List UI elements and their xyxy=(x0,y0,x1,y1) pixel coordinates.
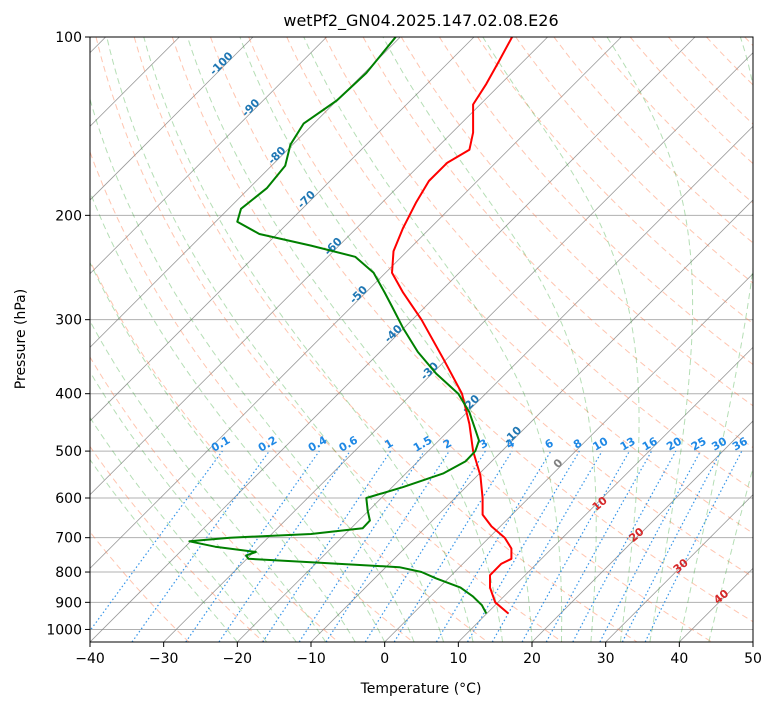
mixing-ratio-line xyxy=(218,450,351,642)
isotherm-line xyxy=(90,37,475,422)
isotherm-line xyxy=(752,641,753,642)
y-tick-label: 600 xyxy=(55,491,82,507)
dry-adiabat-line xyxy=(90,150,488,642)
mixing-ratio-line xyxy=(521,450,631,642)
mixing-ratio-line xyxy=(90,450,223,632)
dry-adiabat-line xyxy=(210,37,753,623)
y-axis-ticks: 100 200 300 400 500 600 700 800 900 1000 xyxy=(46,30,90,638)
dry-adiabat-line xyxy=(553,37,753,244)
x-tick-label: −20 xyxy=(223,651,253,667)
dewpoint-profile xyxy=(188,37,488,614)
moist-adiabat-line xyxy=(187,37,503,642)
isotherm-line xyxy=(90,37,254,201)
y-tick-label: 700 xyxy=(55,531,82,547)
dry-adiabat-line xyxy=(90,356,339,642)
y-tick-label: 100 xyxy=(55,30,82,46)
moist-adiabat-line xyxy=(382,37,597,642)
chart-title: wetPf2_GN04.2025.147.02.08.E26 xyxy=(283,11,558,31)
x-tick-label: −30 xyxy=(149,651,179,667)
moist-adiabat-line xyxy=(143,37,474,642)
x-tick-label: 10 xyxy=(449,651,467,667)
y-tick-label: 900 xyxy=(55,595,82,611)
mixing-ratio-line xyxy=(644,450,743,642)
x-tick-label: 40 xyxy=(670,651,688,667)
isotherm-line xyxy=(237,125,753,642)
x-axis-ticks: −40 −30 −20 −10 0 10 20 30 40 50 xyxy=(75,642,762,667)
y-tick-label: 500 xyxy=(55,444,82,460)
y-tick-label: 1000 xyxy=(46,622,82,638)
dry-adiabat-line xyxy=(438,37,753,366)
moist-adiabat-line xyxy=(606,37,694,642)
dry-adiabat-line xyxy=(90,531,190,642)
reference-lines xyxy=(90,37,753,642)
plot-frame xyxy=(89,36,754,643)
moist-adiabat-line xyxy=(90,458,238,642)
x-tick-label: −10 xyxy=(296,651,326,667)
moist-adiabat-line xyxy=(90,190,386,642)
mixing-ratio-line xyxy=(185,450,320,642)
isotherm-line xyxy=(90,37,327,275)
x-tick-label: 0 xyxy=(380,651,389,667)
mixing-ratio-line xyxy=(393,450,513,642)
mixing-ratio-line xyxy=(262,450,392,642)
moist-adiabat-line xyxy=(90,370,297,642)
y-tick-label: 300 xyxy=(55,313,82,329)
dry-adiabat-line xyxy=(400,37,753,407)
moist-adiabat-line xyxy=(239,37,533,642)
dry-adiabat-line xyxy=(286,37,753,534)
x-tick-label: −40 xyxy=(75,651,105,667)
isotherm-line xyxy=(90,37,548,496)
profiles xyxy=(188,37,513,615)
y-tick-label: 800 xyxy=(55,565,82,581)
dry-adiabat-line xyxy=(591,37,753,204)
x-tick-label: 30 xyxy=(597,651,615,667)
moist-adiabat-line xyxy=(678,37,753,642)
isotherm-line xyxy=(90,37,622,569)
moist-adiabat-line xyxy=(90,416,268,642)
mixing-ratio-line xyxy=(325,450,450,642)
isotherm-line xyxy=(384,273,753,642)
isotherm-line xyxy=(458,346,753,642)
isotherm-line xyxy=(163,52,753,642)
isotherm-line xyxy=(531,420,753,642)
y-tick-label: 400 xyxy=(55,387,82,403)
dry-adiabat-line xyxy=(248,37,753,578)
moist-adiabat-line xyxy=(90,261,356,642)
x-tick-label: 50 xyxy=(744,651,762,667)
mixing-ratio-line xyxy=(572,450,677,642)
y-axis-label: Pressure (hPa) xyxy=(13,289,29,389)
moist-adiabat-line xyxy=(106,37,445,642)
mixing-ratio-line xyxy=(545,450,653,642)
plot-background xyxy=(90,37,753,642)
x-axis-label: Temperature (°C) xyxy=(360,681,482,697)
dry-adiabat-line xyxy=(133,37,638,642)
moist-adiabat-line xyxy=(90,97,415,642)
y-tick-label: 200 xyxy=(55,208,82,224)
dry-adiabat-line xyxy=(90,445,264,642)
moist-adiabat-line xyxy=(90,320,327,642)
dry-adiabat-line xyxy=(171,37,712,642)
isotherm-line xyxy=(605,494,753,642)
isotherm-line xyxy=(310,199,753,642)
moist-adiabat-line xyxy=(482,37,640,642)
x-tick-label: 20 xyxy=(523,651,541,667)
temperature-profile xyxy=(391,37,513,615)
moist-adiabat-line xyxy=(303,37,563,642)
moist-adiabat-line xyxy=(708,465,753,642)
mixing-ratio-line xyxy=(131,450,270,642)
isotherm-line xyxy=(90,37,401,348)
